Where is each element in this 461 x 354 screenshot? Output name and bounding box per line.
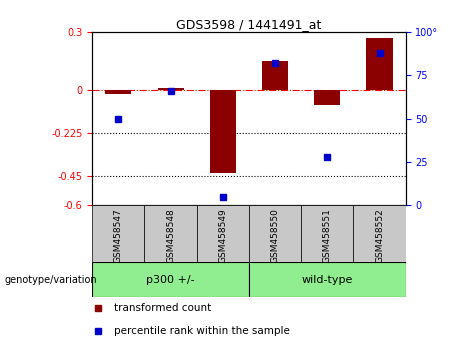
Bar [262, 61, 288, 90]
Text: GSM458550: GSM458550 [271, 208, 279, 263]
Text: genotype/variation: genotype/variation [5, 275, 97, 285]
Text: GSM458552: GSM458552 [375, 208, 384, 263]
Bar [158, 88, 183, 90]
Bar [197, 205, 249, 262]
Bar [249, 205, 301, 262]
Text: GSM458548: GSM458548 [166, 208, 175, 263]
Title: GDS3598 / 1441491_at: GDS3598 / 1441491_at [176, 18, 322, 31]
Bar [366, 38, 393, 90]
Bar [301, 205, 354, 262]
Text: wild-type: wild-type [301, 275, 353, 285]
Text: p300 +/-: p300 +/- [146, 275, 195, 285]
Bar [354, 205, 406, 262]
Text: transformed count: transformed count [114, 303, 212, 313]
Text: percentile rank within the sample: percentile rank within the sample [114, 326, 290, 336]
Bar [92, 262, 249, 297]
Bar [105, 90, 131, 93]
Bar [314, 90, 340, 105]
Text: GSM458551: GSM458551 [323, 208, 332, 263]
Bar [210, 90, 236, 172]
Bar [249, 262, 406, 297]
Text: GSM458549: GSM458549 [219, 208, 227, 263]
Text: GSM458547: GSM458547 [114, 208, 123, 263]
Bar [92, 205, 144, 262]
Bar [144, 205, 197, 262]
